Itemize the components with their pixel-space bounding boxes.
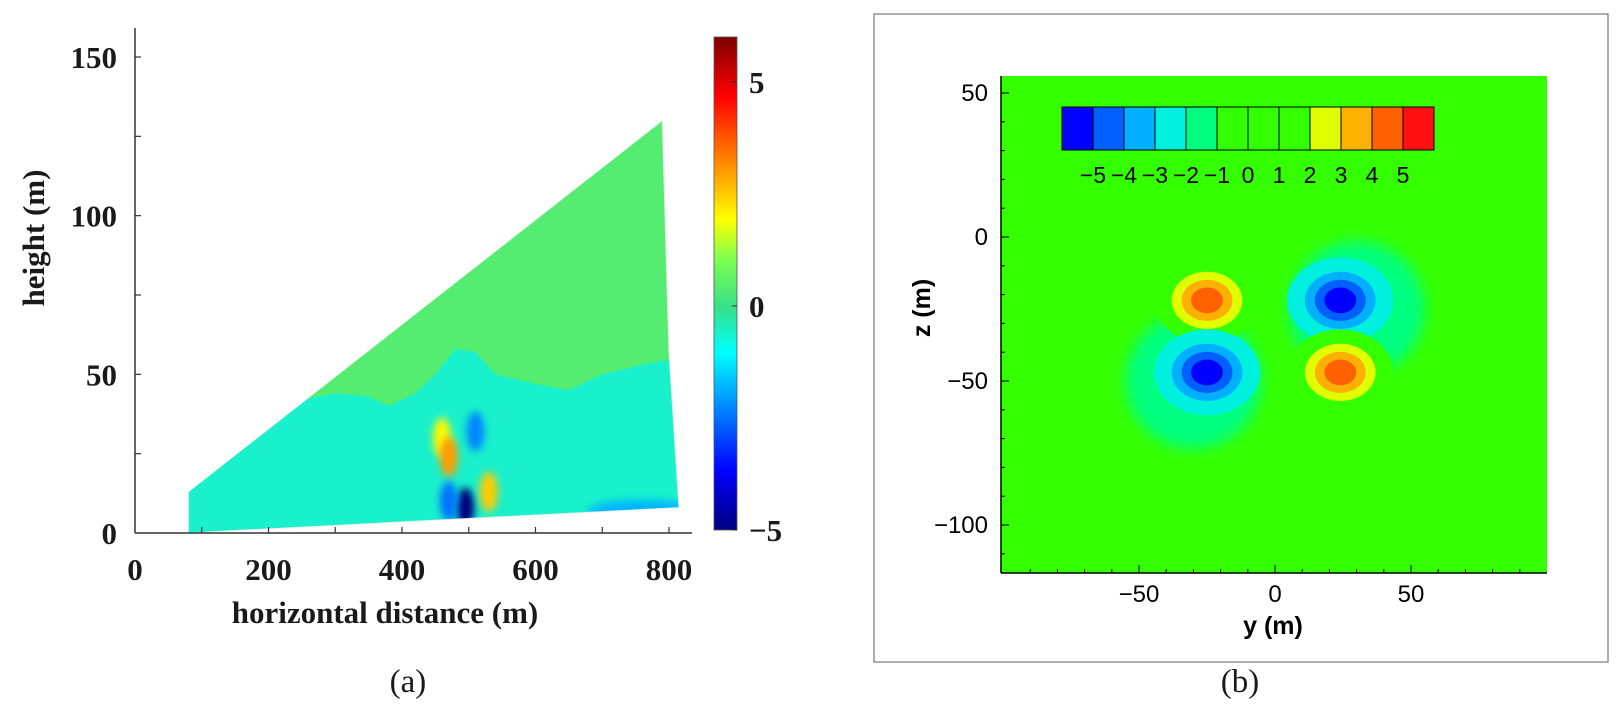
panel-b-x-tick-label: −50	[1119, 581, 1160, 608]
panel-a-y-axis-label: height (m)	[16, 170, 51, 307]
panel-a-colorbar-gradient	[713, 36, 738, 531]
panel-b-legend-swatch	[1154, 106, 1187, 151]
panel-a-region-ground	[587, 499, 679, 522]
panel-a-x-tick-label: 400	[379, 552, 426, 587]
panel-b-x-tick-label: 0	[1268, 581, 1281, 608]
panel-a-domain-outline	[187, 119, 680, 534]
panel-b-legend-label: −3	[1142, 162, 1168, 188]
panel-a-x-tick-label: 600	[512, 552, 559, 587]
panel-b-x-tick-label: 50	[1398, 581, 1425, 608]
panel-a-colorbar-tick-label: −5	[749, 513, 782, 548]
panel-b-frame	[873, 13, 1609, 663]
panel-b-legend-label: 1	[1273, 162, 1286, 188]
panel-b-legend-swatch	[1061, 106, 1094, 151]
panel-a-feature-1	[439, 436, 458, 477]
panel-b-lobe-negative-lower-left	[1191, 359, 1223, 386]
panel-b-legend-swatch	[1278, 106, 1311, 151]
panel-b-plot-background	[1001, 76, 1547, 573]
panel-a-x-tick-label: 200	[245, 552, 292, 587]
panel-a-axes: 0 200 400 600 800 0 50 100 150	[71, 28, 693, 587]
panel-b-y-tick-label: −100	[934, 512, 988, 539]
panel-b-y-tick-label: −50	[947, 368, 988, 395]
panel-a-feature-5	[479, 471, 498, 512]
panel-b-legend-swatch	[1402, 106, 1435, 151]
panel-a-x-axis-label: horizontal distance (m)	[232, 595, 539, 630]
panel-b-color-legend: −5 −4 −3 −2 −1 0 1 2 3 4 5	[1061, 106, 1435, 188]
panel-a-y-tick-label: 50	[86, 357, 117, 392]
panel-b-legend-swatch	[1123, 106, 1156, 151]
panel-b-legend-swatch	[1185, 106, 1218, 151]
panel-b-legend-label: 3	[1335, 162, 1348, 188]
panel-a-y-tick-label: 100	[71, 199, 118, 234]
panel-b-legend-label: 2	[1304, 162, 1317, 188]
panel-a-y-tick-label: 0	[102, 516, 118, 551]
panel-a-colorbar-tick-label: 0	[749, 289, 765, 324]
panel-b-y-tick-label: 50	[961, 80, 988, 107]
panel-b-legend-label: −4	[1111, 162, 1137, 188]
panel-b-legend-label: 4	[1366, 162, 1379, 188]
panel-a-x-tick-label: 800	[646, 552, 693, 587]
panel-b-legend-swatch	[1371, 106, 1404, 151]
panel-b-lobe-negative-upper-right	[1324, 287, 1357, 314]
panel-a-field	[188, 120, 679, 533]
panel-b-legend-label: −2	[1173, 162, 1199, 188]
panel-b-legend-label: 5	[1397, 162, 1410, 188]
panel-b-legend-swatch	[1340, 106, 1373, 151]
panel-b-legend-label: −5	[1080, 162, 1106, 188]
panel-b-label: (b)	[1221, 664, 1259, 700]
panel-b-lobe-positive-lower-right	[1324, 359, 1357, 386]
panel-b-legend-swatch	[1216, 106, 1249, 151]
panel-a-colorbar: 5 0 −5	[713, 36, 782, 548]
panel-a-region-upper	[188, 120, 679, 413]
panel-b-legend-swatch	[1247, 106, 1280, 151]
panel-a-x-tick-label: 0	[127, 552, 143, 587]
panel-b-legend-label: 0	[1242, 162, 1255, 188]
panel-b-field	[1125, 241, 1425, 449]
panel-b-legend-swatch	[1309, 106, 1342, 151]
panel-b-y-axis-label: z (m)	[908, 279, 936, 337]
panel-a-feature-2	[466, 411, 485, 452]
panel-b-x-axis-label: y (m)	[1243, 612, 1303, 640]
panel-b-lobe-positive-upper-left	[1191, 287, 1223, 314]
panel-b-y-tick-label: 0	[975, 224, 988, 251]
panel-b-legend-swatch	[1092, 106, 1125, 151]
panel-a-y-tick-label: 150	[71, 40, 118, 75]
panel-a-label: (a)	[390, 664, 427, 700]
panel-a-colorbar-tick-label: 5	[749, 65, 765, 100]
panel-b-legend-label: −1	[1204, 162, 1230, 188]
panel-a-feature-3	[456, 487, 475, 528]
panel-a-feature-4	[439, 481, 458, 522]
